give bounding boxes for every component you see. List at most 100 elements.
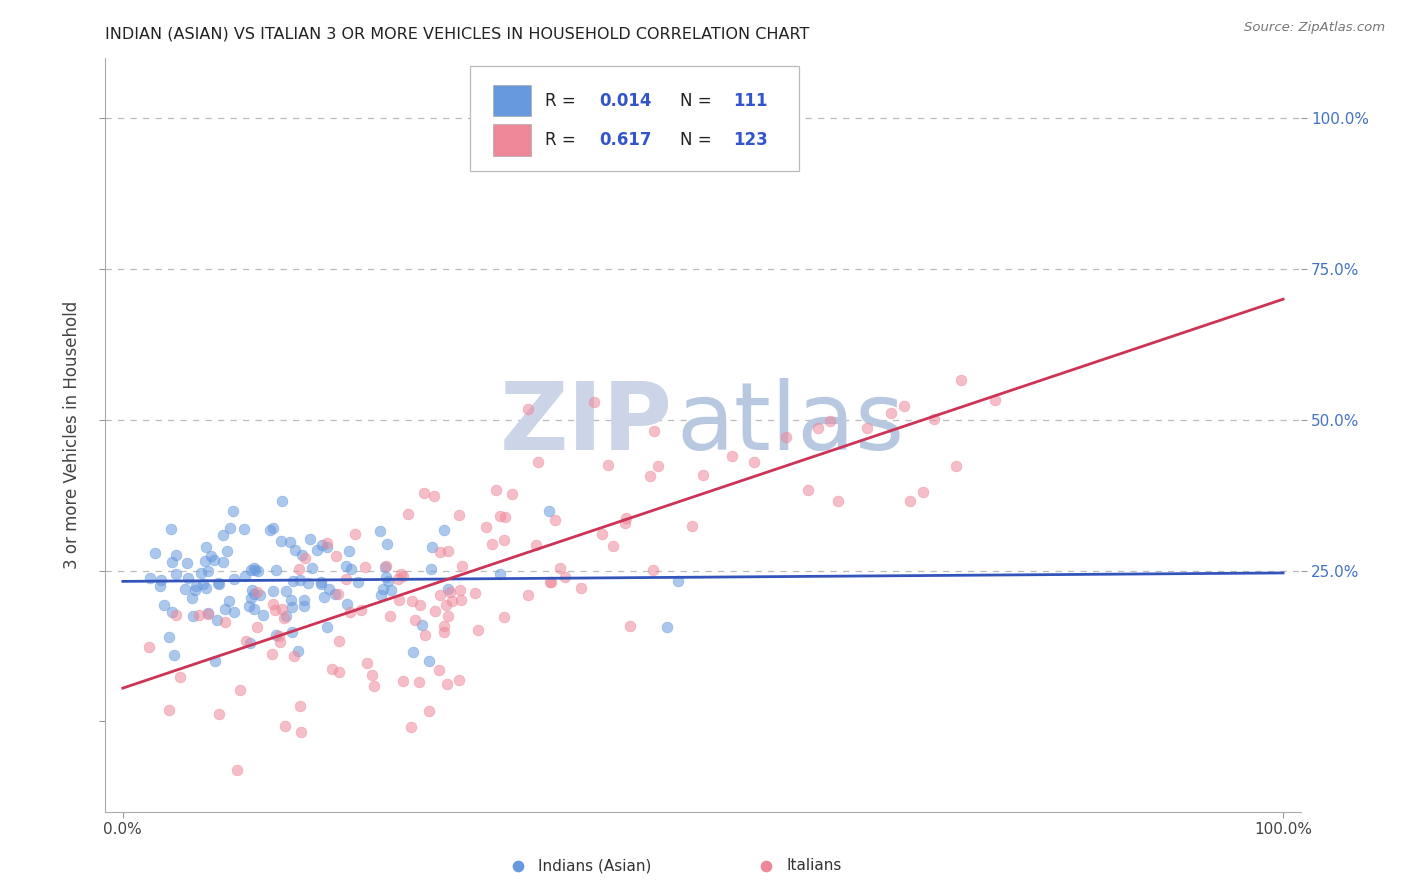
Point [194, 553, 217, 567]
Point [328, 634, 350, 648]
Point [432, 523, 454, 537]
Point [218, 594, 240, 608]
Point [619, 618, 641, 632]
Point [775, 429, 797, 443]
Point [212, 528, 235, 542]
Point [195, 582, 218, 596]
Point [602, 539, 624, 553]
Point [420, 540, 443, 554]
Point [643, 424, 665, 438]
Point [374, 569, 396, 583]
Point [197, 564, 219, 578]
Point [150, 573, 173, 587]
Point [242, 587, 264, 601]
Point [399, 720, 422, 734]
Point [494, 533, 516, 548]
Point [340, 562, 363, 576]
Point [436, 544, 458, 558]
Point [240, 582, 263, 597]
Point [318, 582, 340, 596]
Point [280, 599, 302, 614]
Point [512, 757, 534, 772]
Point [721, 449, 744, 463]
Point [494, 609, 516, 624]
Point [614, 510, 637, 524]
Point [370, 589, 392, 603]
Point [467, 624, 489, 638]
Point [252, 607, 274, 622]
Point [437, 609, 460, 624]
Point [197, 607, 219, 621]
Point [540, 575, 562, 590]
Point [242, 602, 264, 616]
Point [222, 605, 245, 619]
Point [271, 493, 294, 508]
Point [344, 527, 367, 541]
Point [181, 609, 204, 624]
Point [481, 537, 503, 551]
Text: 0.617: 0.617 [599, 131, 651, 149]
Point [311, 538, 333, 552]
Point [450, 593, 472, 607]
Point [402, 645, 425, 659]
Point [207, 576, 229, 591]
Point [614, 516, 637, 530]
Point [200, 549, 222, 564]
Point [214, 602, 236, 616]
Point [260, 647, 283, 661]
Point [184, 579, 207, 593]
Point [368, 524, 391, 539]
Point [389, 567, 412, 582]
FancyBboxPatch shape [492, 124, 531, 156]
Point [911, 485, 934, 500]
Point [423, 604, 446, 618]
Point [449, 582, 471, 597]
Point [149, 579, 172, 593]
Point [391, 674, 413, 689]
Point [429, 588, 451, 602]
Point [288, 562, 311, 576]
Point [439, 585, 461, 599]
Point [527, 455, 550, 469]
Point [371, 582, 394, 597]
Point [427, 663, 450, 677]
Point [249, 588, 271, 602]
Point [222, 572, 245, 586]
Point [301, 561, 323, 575]
Point [474, 520, 496, 534]
Point [238, 599, 260, 614]
Point [354, 560, 377, 574]
Text: 123: 123 [733, 131, 768, 149]
Point [807, 421, 830, 435]
Point [284, 543, 307, 558]
Point [356, 656, 378, 670]
Point [160, 522, 183, 536]
Point [544, 513, 567, 527]
Point [190, 566, 212, 580]
Point [160, 556, 183, 570]
Point [346, 575, 368, 590]
Point [316, 535, 339, 549]
Point [173, 582, 195, 596]
Point [441, 593, 464, 607]
Point [288, 573, 311, 587]
Point [264, 563, 287, 577]
Point [262, 597, 284, 611]
Point [305, 543, 328, 558]
Point [339, 544, 361, 558]
Point [641, 563, 664, 577]
Text: 111: 111 [733, 92, 768, 110]
Point [138, 640, 160, 654]
Point [290, 724, 312, 739]
Point [377, 574, 399, 588]
Point [437, 582, 460, 596]
Point [226, 763, 249, 777]
Point [538, 574, 561, 589]
Text: atlas: atlas [676, 377, 905, 469]
Point [554, 570, 576, 584]
Point [655, 619, 678, 633]
Point [195, 541, 218, 555]
Text: N =: N = [681, 131, 717, 149]
Point [157, 703, 180, 717]
Point [177, 571, 200, 585]
